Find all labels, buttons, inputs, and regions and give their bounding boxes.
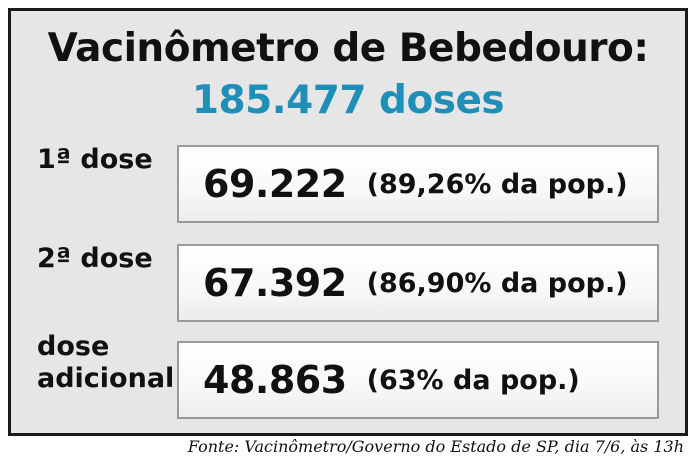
first-dose-box: 69.222 (89,26% da pop.) (177, 145, 659, 223)
additional-dose-percent: (63% da pop.) (366, 364, 580, 396)
additional-dose-value: 48.863 (203, 358, 347, 402)
second-dose-percent: (86,90% da pop.) (366, 267, 628, 299)
first-dose-percent: (89,26% da pop.) (366, 168, 628, 200)
row-label-additional-dose: dose adicional (37, 331, 175, 394)
additional-dose-box: 48.863 (63% da pop.) (177, 341, 659, 419)
row-label-second-dose: 2ª dose (37, 243, 153, 274)
vaccine-card: Vacinômetro de Bebedouro: 185.477 doses … (8, 8, 688, 436)
total-doses: 185.477 doses (191, 78, 505, 123)
row-label-first-dose: 1ª dose (37, 144, 153, 175)
first-dose-value: 69.222 (203, 162, 347, 206)
second-dose-value: 67.392 (203, 261, 347, 305)
second-dose-box: 67.392 (86,90% da pop.) (177, 244, 659, 322)
card-title: Vacinômetro de Bebedouro: (47, 26, 649, 71)
source-note: Fonte: Vacinômetro/Governo do Estado de … (187, 437, 684, 456)
